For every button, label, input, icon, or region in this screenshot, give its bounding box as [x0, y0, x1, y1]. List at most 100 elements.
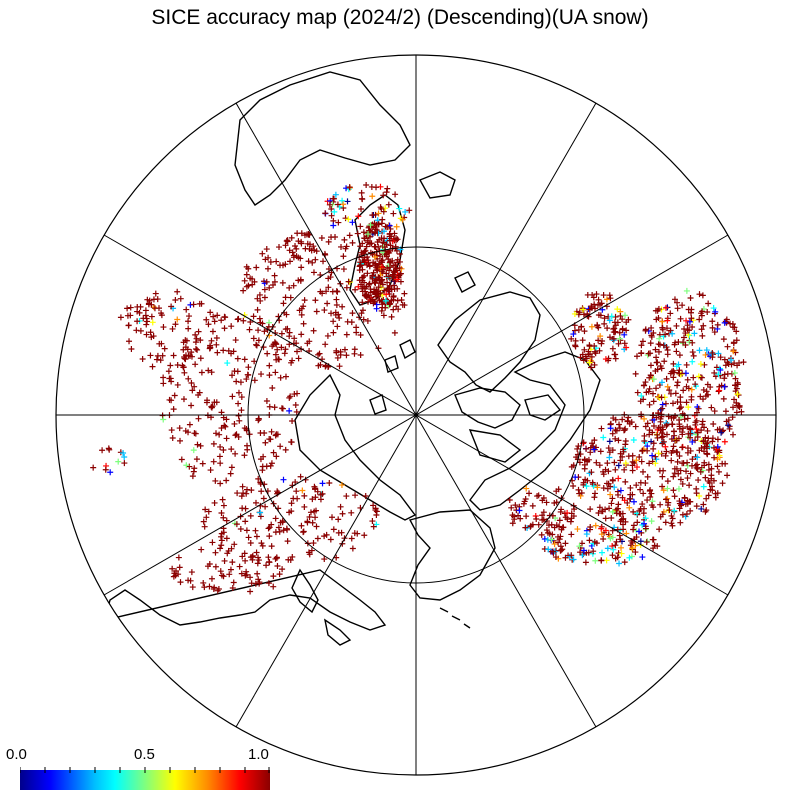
- accuracy-marker: [238, 394, 245, 401]
- accuracy-marker: [600, 292, 607, 299]
- accuracy-marker: [311, 508, 318, 515]
- accuracy-marker: [629, 545, 636, 552]
- accuracy-marker: [289, 553, 296, 560]
- accuracy-marker: [607, 295, 614, 302]
- accuracy-marker: [189, 473, 196, 480]
- accuracy-marker: [300, 528, 307, 535]
- accuracy-marker: [339, 510, 346, 517]
- accuracy-marker: [667, 310, 674, 317]
- accuracy-marker: [339, 303, 346, 310]
- accuracy-marker: [381, 287, 388, 294]
- accuracy-marker: [245, 534, 252, 541]
- accuracy-marker: [650, 398, 657, 405]
- accuracy-marker: [738, 408, 745, 415]
- accuracy-marker: [181, 369, 188, 376]
- accuracy-marker: [644, 420, 651, 427]
- accuracy-marker: [715, 468, 722, 475]
- accuracy-marker: [644, 497, 651, 504]
- accuracy-marker: [677, 394, 684, 401]
- accuracy-marker: [674, 398, 681, 405]
- accuracy-marker: [703, 347, 710, 354]
- accuracy-marker: [279, 517, 286, 524]
- accuracy-marker: [246, 326, 253, 333]
- accuracy-marker: [704, 427, 711, 434]
- accuracy-marker: [253, 342, 260, 349]
- accuracy-marker: [575, 326, 582, 333]
- accuracy-marker: [375, 221, 382, 228]
- accuracy-marker: [613, 506, 620, 513]
- accuracy-marker: [177, 295, 184, 302]
- accuracy-marker: [643, 539, 650, 546]
- accuracy-marker: [674, 379, 681, 386]
- accuracy-marker: [570, 513, 577, 520]
- accuracy-marker: [148, 301, 155, 308]
- accuracy-marker: [580, 547, 587, 554]
- accuracy-marker: [617, 450, 624, 457]
- accuracy-marker: [663, 448, 670, 455]
- accuracy-marker: [90, 464, 97, 471]
- accuracy-marker: [183, 306, 190, 313]
- accuracy-marker: [548, 521, 555, 528]
- accuracy-marker: [670, 400, 677, 407]
- accuracy-marker: [684, 326, 691, 333]
- accuracy-marker: [594, 301, 601, 308]
- accuracy-marker: [670, 374, 677, 381]
- accuracy-marker: [602, 356, 609, 363]
- accuracy-marker: [694, 454, 701, 461]
- accuracy-marker: [610, 546, 617, 553]
- accuracy-marker: [255, 554, 262, 561]
- accuracy-marker: [244, 446, 251, 453]
- accuracy-marker: [211, 399, 218, 406]
- accuracy-marker: [717, 367, 724, 374]
- accuracy-marker: [659, 473, 666, 480]
- accuracy-marker: [293, 245, 300, 252]
- accuracy-marker: [629, 462, 636, 469]
- accuracy-marker: [218, 510, 225, 517]
- accuracy-marker: [293, 408, 300, 415]
- accuracy-marker: [680, 334, 687, 341]
- accuracy-marker: [674, 299, 681, 306]
- accuracy-marker: [396, 205, 403, 212]
- accuracy-marker: [295, 238, 302, 245]
- accuracy-marker: [328, 310, 335, 317]
- accuracy-marker: [362, 247, 369, 254]
- accuracy-marker: [600, 434, 607, 441]
- accuracy-marker: [291, 335, 298, 342]
- accuracy-marker: [369, 193, 376, 200]
- accuracy-marker: [728, 357, 735, 364]
- accuracy-marker: [274, 562, 281, 569]
- accuracy-marker: [598, 525, 605, 532]
- accuracy-marker: [295, 355, 302, 362]
- accuracy-marker: [372, 291, 379, 298]
- accuracy-marker: [280, 476, 287, 483]
- accuracy-marker: [708, 472, 715, 479]
- accuracy-marker: [363, 243, 370, 250]
- accuracy-marker: [191, 383, 198, 390]
- accuracy-marker: [666, 387, 673, 394]
- accuracy-marker: [325, 275, 332, 282]
- accuracy-marker: [647, 486, 654, 493]
- accuracy-marker: [609, 543, 616, 550]
- accuracy-marker: [170, 352, 177, 359]
- accuracy-marker: [367, 222, 374, 229]
- accuracy-marker: [362, 493, 369, 500]
- accuracy-marker: [670, 360, 677, 367]
- accuracy-marker: [217, 533, 224, 540]
- accuracy-marker: [659, 405, 666, 412]
- accuracy-marker: [220, 514, 227, 521]
- accuracy-marker: [683, 511, 690, 518]
- accuracy-marker: [217, 568, 224, 575]
- accuracy-marker: [261, 286, 268, 293]
- accuracy-marker: [637, 538, 644, 545]
- accuracy-marker: [568, 552, 575, 559]
- accuracy-marker: [607, 425, 614, 432]
- accuracy-marker: [286, 284, 293, 291]
- accuracy-marker: [254, 306, 261, 313]
- accuracy-marker: [247, 275, 254, 282]
- accuracy-marker: [357, 281, 364, 288]
- accuracy-marker: [279, 566, 286, 573]
- accuracy-marker: [270, 573, 277, 580]
- accuracy-marker: [700, 448, 707, 455]
- accuracy-marker: [646, 385, 653, 392]
- accuracy-marker: [682, 330, 689, 337]
